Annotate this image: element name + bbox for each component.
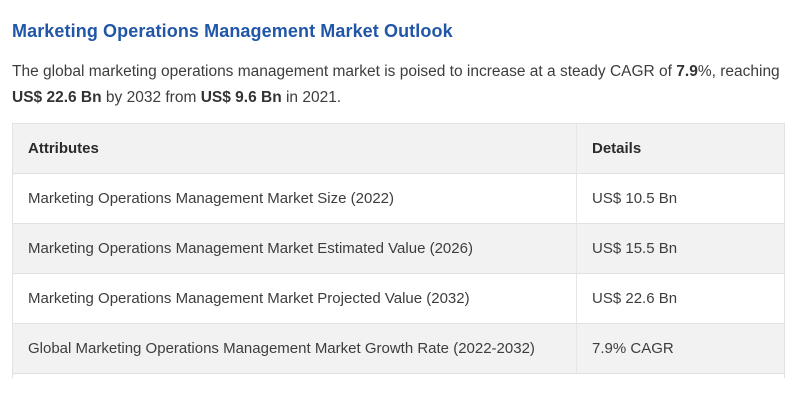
- detail-cell: 7.9% CAGR: [592, 340, 674, 357]
- table-row-projected-value: Marketing Operations Management Market P…: [13, 273, 784, 323]
- header-cell-details: Details: [592, 140, 642, 157]
- market-value-2021: US$ 9.6 Bn: [200, 89, 282, 106]
- table-row-growth-rate: Global Marketing Operations Management M…: [13, 323, 784, 373]
- detail-cell: US$ 22.6 Bn: [592, 290, 678, 307]
- intro-text: %, reaching: [697, 63, 780, 80]
- attribute-cell: Marketing Operations Management Market E…: [13, 224, 577, 273]
- intro-text: The global marketing operations manageme…: [12, 63, 677, 80]
- detail-cell: US$ 15.5 Bn: [592, 240, 678, 257]
- detail-cell: US$ 10.5 Bn: [592, 190, 678, 207]
- attribute-cell: Global Marketing Operations Management M…: [13, 324, 577, 373]
- cagr-value: 7.9: [676, 63, 698, 80]
- intro-text: in 2021.: [281, 89, 342, 106]
- table-row-estimated-value: Marketing Operations Management Market E…: [13, 223, 784, 273]
- attribute-cell: Marketing Operations Management Market S…: [13, 174, 577, 223]
- report-section: Marketing Operations Management Market O…: [12, 21, 785, 378]
- market-value-2032: US$ 22.6 Bn: [12, 89, 102, 106]
- page-title: Marketing Operations Management Market O…: [12, 21, 453, 41]
- header-cell-attributes: Attributes: [13, 124, 577, 173]
- table-header-row: Attributes Details: [13, 124, 784, 173]
- attribute-cell: Marketing Operations Management Market P…: [13, 274, 577, 323]
- intro-text: by 2032 from: [101, 89, 201, 106]
- intro-paragraph: The global marketing operations manageme…: [12, 59, 782, 111]
- market-attributes-table: Attributes Details Marketing Operations …: [12, 123, 785, 378]
- table-row-market-size: Marketing Operations Management Market S…: [13, 173, 784, 223]
- table-row-clipped: [13, 373, 784, 378]
